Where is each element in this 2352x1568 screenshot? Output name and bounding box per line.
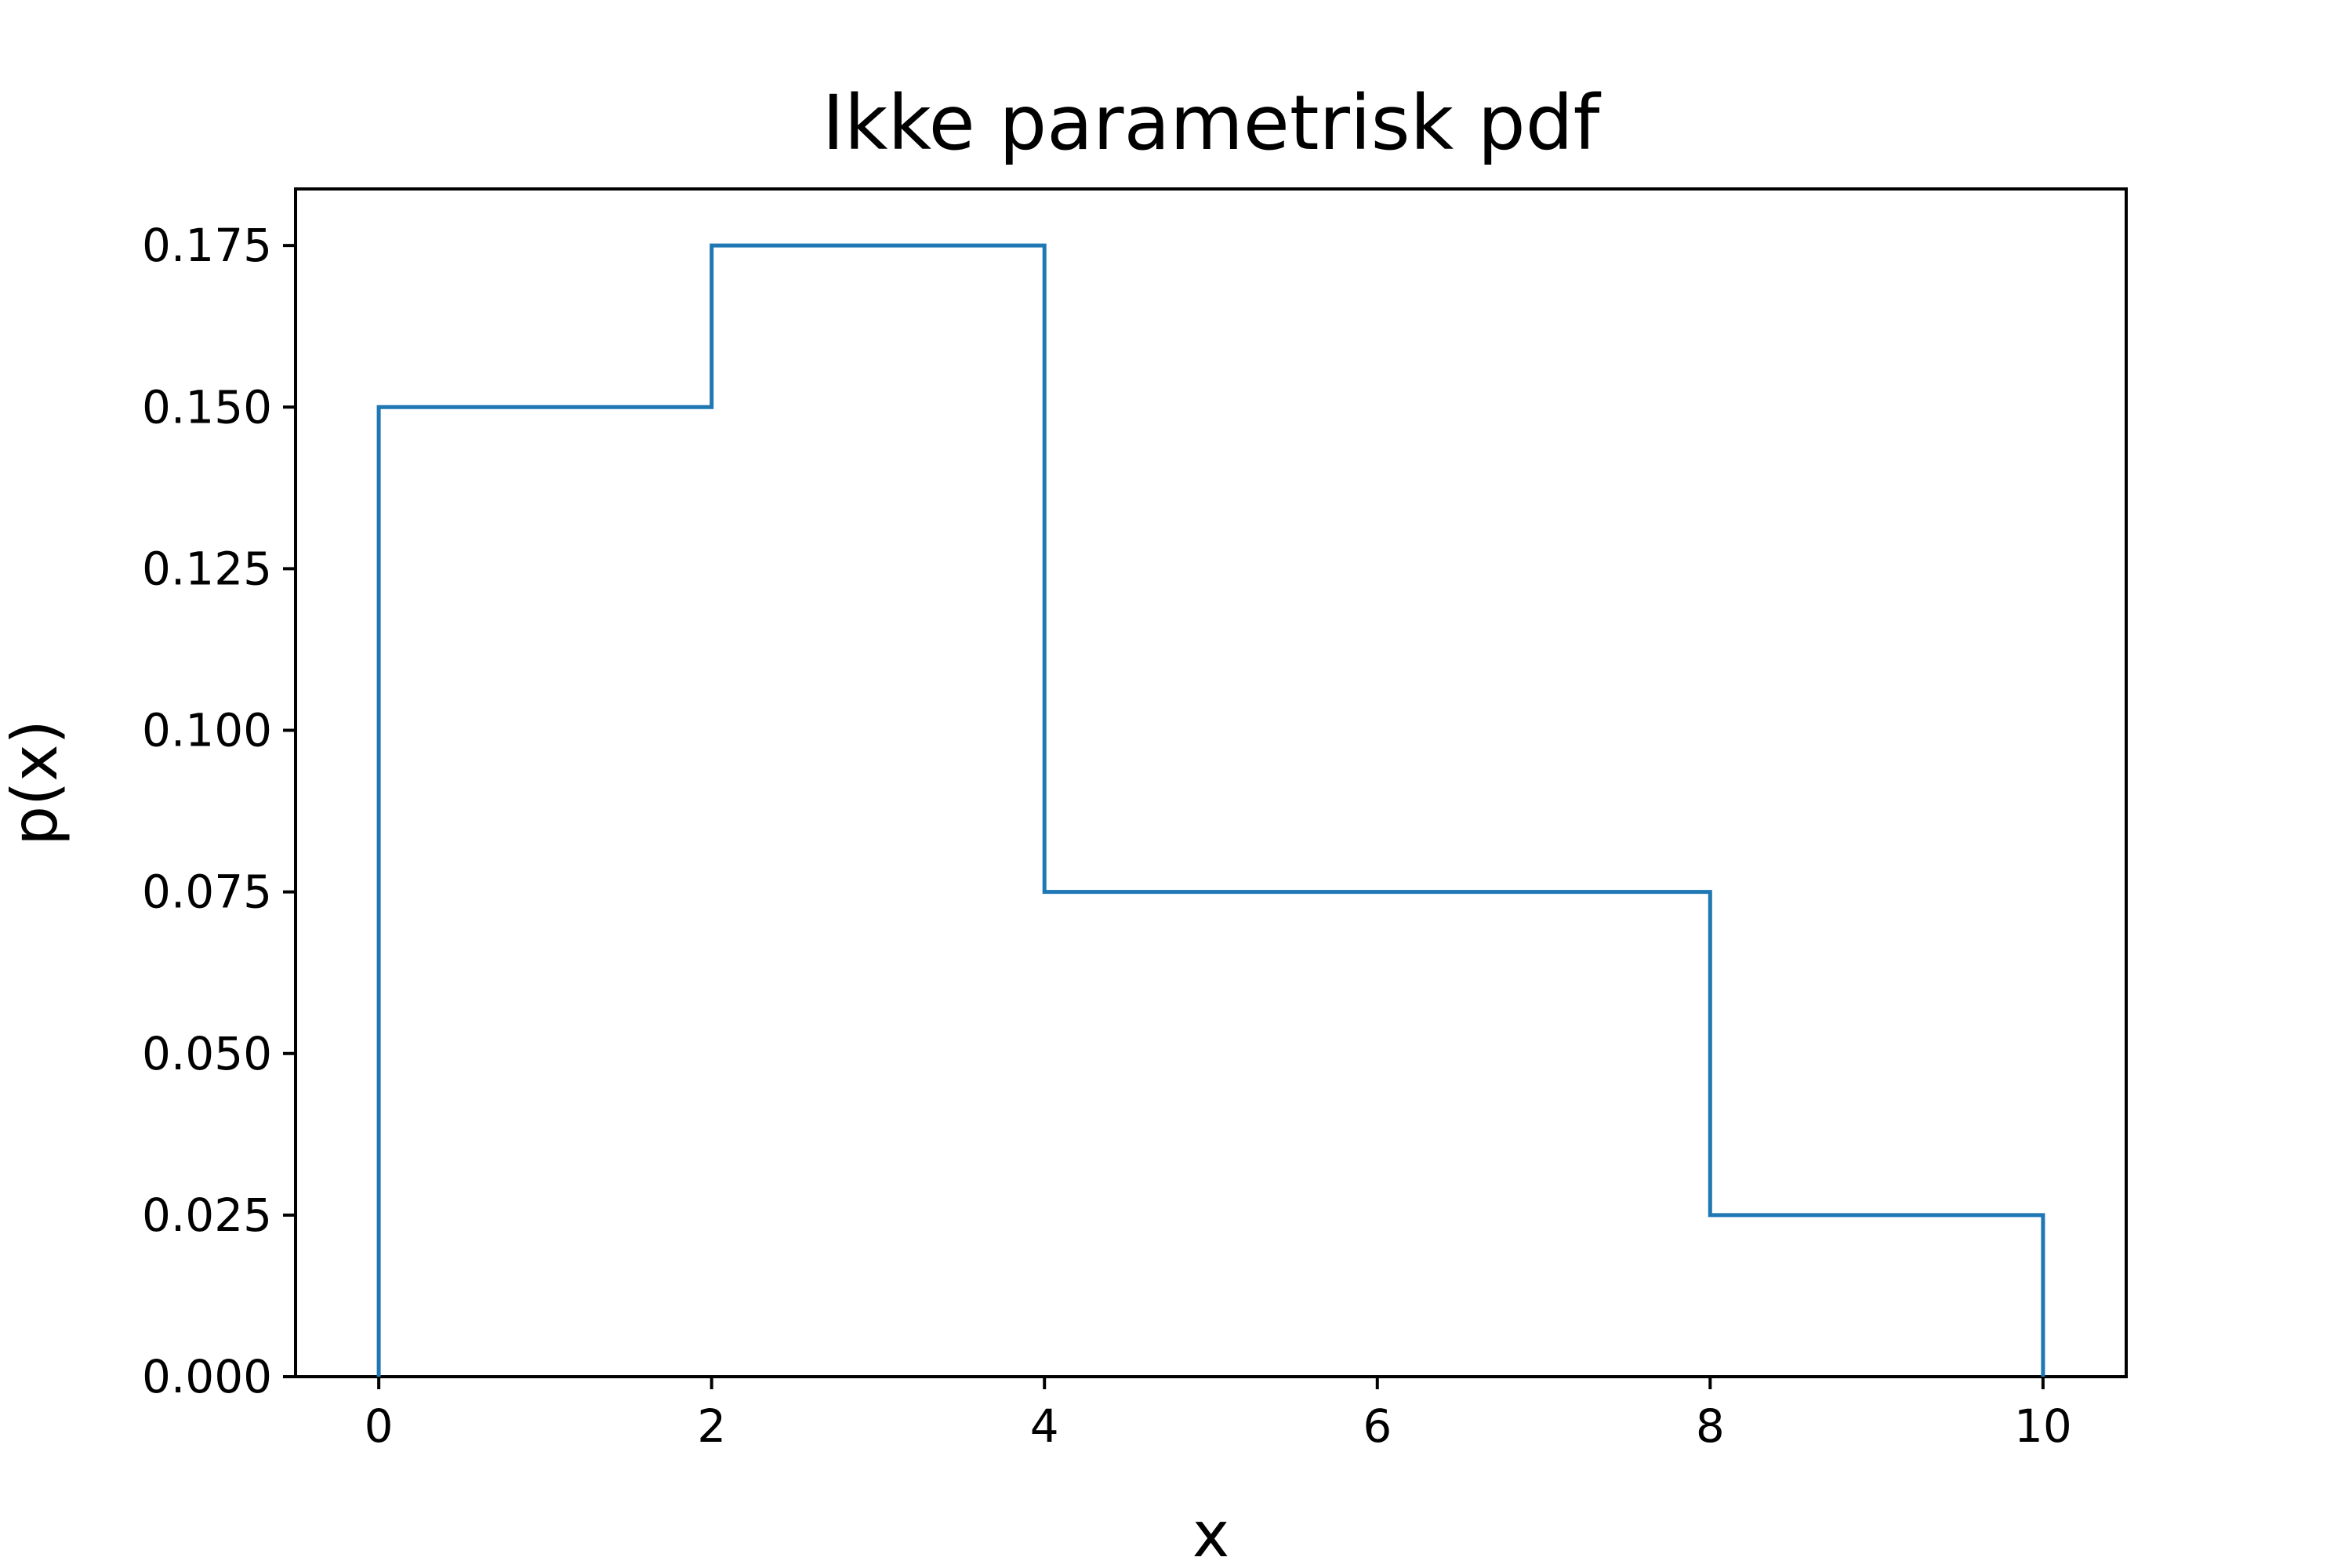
- y-tick-label: 0.025: [142, 1189, 272, 1242]
- y-tick-label: 0.075: [142, 866, 272, 919]
- y-tick-label: 0.125: [142, 542, 272, 595]
- x-axis-ticks: 0 2 4 6 8 10: [365, 1377, 2072, 1453]
- x-tick-label: 0: [365, 1399, 394, 1453]
- x-tick-label: 6: [1363, 1399, 1392, 1453]
- series-line-0: [376, 243, 2045, 1377]
- y-tick-label: 0.050: [142, 1027, 272, 1080]
- y-tick-label: 0.000: [142, 1350, 272, 1403]
- y-tick-label: 0.100: [142, 704, 272, 757]
- y-axis-label: p(x): [0, 720, 71, 846]
- chart-title: Ikke parametrisk pdf: [822, 79, 1602, 167]
- x-tick-label: 2: [697, 1399, 726, 1453]
- y-tick-label: 0.175: [142, 219, 272, 272]
- x-axis-label: x: [1192, 1498, 1229, 1568]
- x-tick-label: 8: [1696, 1399, 1725, 1453]
- x-tick-label: 4: [1030, 1399, 1059, 1453]
- x-tick-label: 10: [2014, 1399, 2072, 1453]
- y-axis-ticks: 0.000 0.025 0.050 0.075 0.100 0.125 0.150 0.175: [142, 219, 296, 1403]
- y-tick-label: 0.150: [142, 380, 272, 434]
- plot-frame: [294, 187, 2128, 1378]
- series-layer: [376, 243, 2045, 1377]
